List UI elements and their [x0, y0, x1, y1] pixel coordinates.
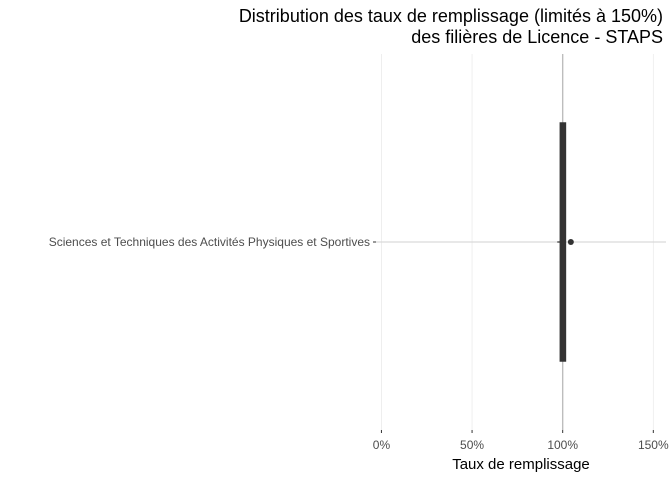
x-axis-ticks: 0% 50% 100% 150%	[373, 430, 669, 452]
x-tick-label-0: 0%	[373, 438, 391, 452]
x-tick-label-1: 50%	[460, 438, 484, 452]
chart-title-line-2: des filières de Licence - STAPS	[411, 27, 663, 47]
box-plot-marks	[557, 122, 574, 362]
x-axis-label: Taux de remplissage	[452, 456, 590, 473]
x-tick-label-3: 150%	[638, 438, 669, 452]
chart-title: Distribution des taux de remplissage (li…	[239, 6, 663, 47]
y-tick-label-0: Sciences et Techniques des Activités Phy…	[49, 235, 370, 249]
x-tick-label-2: 100%	[547, 438, 578, 452]
chart-title-line-1: Distribution des taux de remplissage (li…	[239, 6, 663, 26]
outlier-point-0	[567, 239, 574, 245]
y-axis-ticks: Sciences et Techniques des Activités Phy…	[49, 235, 376, 249]
grid-lines	[376, 54, 666, 430]
